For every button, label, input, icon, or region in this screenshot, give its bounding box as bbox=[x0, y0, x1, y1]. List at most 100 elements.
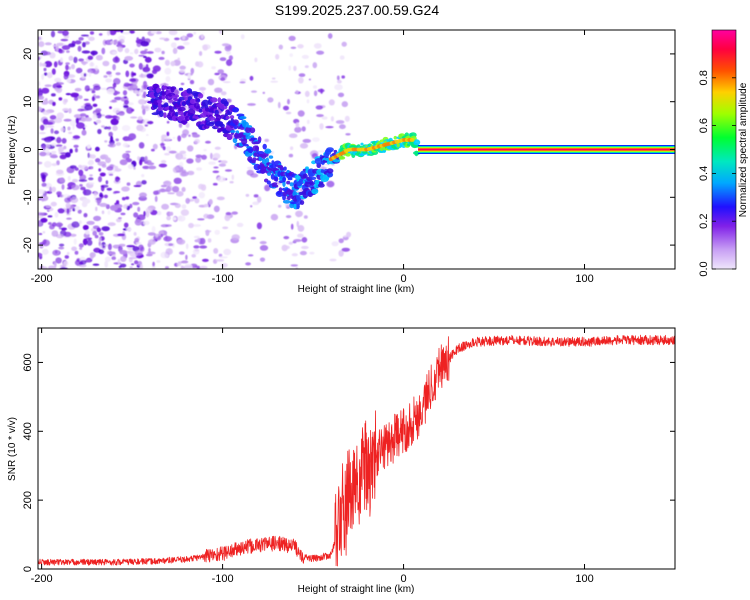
spectrogram-ridge-blob bbox=[249, 127, 256, 134]
spectrogram-noise-blob bbox=[183, 41, 190, 46]
spectrogram-noise-blob bbox=[118, 217, 122, 220]
spectrogram-ridge-blob bbox=[230, 130, 236, 133]
spectrogram-noise-blob bbox=[86, 220, 95, 225]
spectrogram-noise-blob bbox=[121, 186, 130, 192]
colorbar-gradient bbox=[712, 30, 736, 269]
spectrogram-noise-blob bbox=[68, 55, 74, 61]
spectrogram-noise-blob bbox=[112, 125, 118, 131]
spectrogram-noise-blob bbox=[199, 266, 205, 269]
spectrogram-noise-blob bbox=[38, 161, 43, 165]
spectrogram-noise-blob bbox=[59, 177, 65, 183]
spectrogram-noise-blob bbox=[72, 178, 78, 183]
spectrogram-y-tick-label: 0 bbox=[22, 146, 34, 152]
spectrogram-ridge-blob bbox=[267, 172, 272, 176]
spectrogram-noise-blob bbox=[130, 84, 138, 91]
spectrogram-noise-blob bbox=[123, 82, 130, 87]
spectrogram-ridge-blob bbox=[246, 125, 253, 128]
spectrogram-noise-blob bbox=[174, 37, 180, 41]
spectrogram-noise-blob bbox=[220, 91, 227, 96]
spectrogram-ridge-blob bbox=[293, 203, 297, 210]
spectrogram-noise-blob bbox=[45, 204, 52, 209]
spectrogram-noise-blob bbox=[69, 148, 73, 154]
spectrogram-noise-blob bbox=[80, 34, 89, 37]
colorbar: 0.0 0.2 0.4 0.6 0.8 Normalized spectral ampl… bbox=[698, 29, 749, 277]
spectrogram-noise-blob bbox=[145, 64, 149, 69]
spectrogram-noise-blob bbox=[41, 73, 45, 80]
spectrogram-noise-blob bbox=[165, 248, 173, 255]
spectrogram-noise-blob bbox=[84, 41, 90, 45]
spectrogram-noise-blob bbox=[74, 96, 79, 101]
spectrogram-noise-blob bbox=[60, 127, 65, 132]
spectrogram-ridge-blob bbox=[243, 143, 249, 147]
spectrogram-noise-blob bbox=[122, 142, 129, 148]
spectrogram-noise-blob bbox=[83, 73, 87, 77]
colorbar-tick-label: 0.0 bbox=[698, 261, 710, 276]
spectrogram-noise-blob bbox=[61, 45, 71, 50]
spectrogram-noise-blob bbox=[72, 124, 75, 130]
spectrogram-noise-blob bbox=[259, 245, 269, 251]
spectrogram-noise-blob bbox=[166, 185, 172, 193]
spectrogram-noise-blob bbox=[249, 75, 254, 81]
spectrogram-noise-blob bbox=[160, 184, 167, 188]
spectrogram-noise-blob bbox=[61, 138, 67, 144]
spectrogram-noise-blob bbox=[346, 231, 352, 238]
spectrogram-ridge-blob bbox=[164, 102, 169, 107]
spectrogram-noise-blob bbox=[43, 72, 48, 76]
spectrogram-noise-blob bbox=[117, 41, 121, 46]
spectrogram-noise-blob bbox=[213, 166, 219, 169]
spectrogram-noise-blob bbox=[179, 150, 187, 154]
spectrogram-noise-blob bbox=[143, 84, 148, 90]
spectrogram-noise-blob bbox=[252, 201, 260, 206]
spectrogram-noise-blob bbox=[225, 212, 232, 216]
spectrogram-noise-blob bbox=[122, 204, 128, 209]
spectrogram-noise-blob bbox=[63, 73, 69, 80]
spectrogram-noise-blob bbox=[189, 79, 195, 85]
spectrogram-noise-blob bbox=[119, 250, 128, 255]
spectrogram-noise-blob bbox=[214, 72, 220, 76]
spectrogram-noise-blob bbox=[298, 73, 306, 77]
spectrogram-noise-blob bbox=[95, 206, 98, 212]
spectrogram-noise-blob bbox=[151, 266, 156, 269]
spectrogram-noise-blob bbox=[80, 186, 86, 191]
spectrogram-noise-blob bbox=[91, 96, 95, 102]
spectrogram-noise-blob bbox=[98, 232, 104, 236]
spectrogram-ridge-blob bbox=[393, 135, 397, 140]
spectrogram-noise-blob bbox=[71, 64, 75, 70]
spectrogram-noise-blob bbox=[136, 37, 139, 41]
spectrogram-noise-blob bbox=[55, 144, 63, 147]
spectrogram-noise-blob bbox=[38, 36, 43, 41]
spectrogram-noise-blob bbox=[39, 151, 47, 157]
spectrogram-ridge-blob bbox=[262, 143, 267, 150]
spectrogram-noise-blob bbox=[97, 128, 102, 135]
spectrogram-noise-blob bbox=[47, 215, 53, 218]
spectrogram-ridge-blob bbox=[338, 156, 346, 160]
spectrogram-ridge-blob bbox=[253, 141, 260, 145]
spectrogram-noise-blob bbox=[55, 45, 59, 52]
spectrogram-noise-blob bbox=[79, 165, 89, 170]
spectrogram-noise-blob bbox=[90, 50, 98, 56]
spectrogram-noise-blob bbox=[74, 40, 82, 45]
spectrogram-noise-blob bbox=[39, 62, 42, 67]
spectrogram-noise-blob bbox=[92, 263, 100, 266]
spectrogram-noise-blob bbox=[304, 65, 309, 68]
spectrogram-noise-blob bbox=[52, 101, 56, 106]
spectrogram-ridge-blob bbox=[282, 176, 286, 183]
spectrogram-noise-blob bbox=[317, 88, 325, 93]
spectrogram-noise-blob bbox=[38, 212, 45, 216]
spectrogram-noise-blob bbox=[278, 204, 282, 208]
spectrogram-noise-blob bbox=[55, 250, 58, 254]
spectrogram-noise-blob bbox=[62, 98, 67, 105]
spectrogram-noise-blob bbox=[143, 91, 147, 98]
spectrogram-noise-blob bbox=[49, 186, 52, 193]
spectrogram-noise-blob bbox=[62, 108, 70, 112]
spectrogram-noise-blob bbox=[95, 119, 102, 124]
spectrogram-noise-blob bbox=[95, 158, 101, 163]
spectrogram-noise-blob bbox=[69, 119, 76, 127]
spectrogram-noise-blob bbox=[220, 77, 226, 81]
spectrogram-noise-blob bbox=[74, 167, 79, 171]
spectrogram-noise-blob bbox=[193, 224, 201, 227]
spectrogram-noise-blob bbox=[44, 84, 52, 87]
spectrogram-noise-blob bbox=[66, 217, 72, 220]
